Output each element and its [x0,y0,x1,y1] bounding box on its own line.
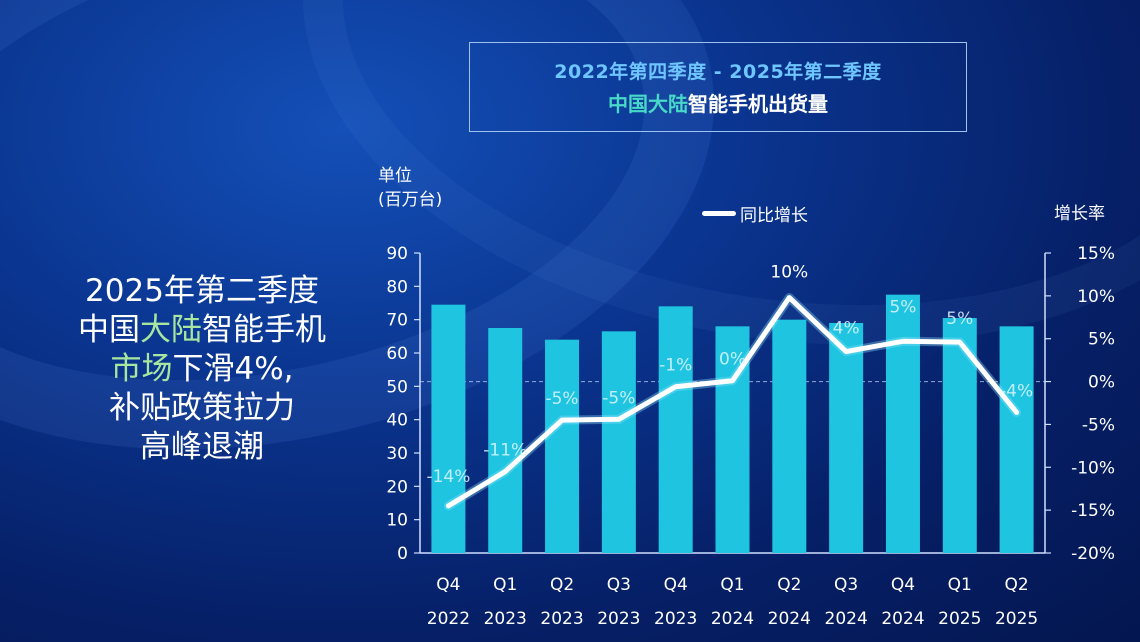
shipment-bar [431,304,466,553]
x-tick-quarter: Q3 [607,575,631,595]
shipment-bar [772,319,807,553]
shipment-bar [999,326,1034,553]
shipment-bar [885,294,920,553]
y-tick-label: 80 [386,277,408,297]
chart-title-period: 2022年第四季度 - 2025年第二季度 [554,61,882,83]
y-tick-label: 60 [386,344,408,364]
x-tick-year: 2022 [427,609,470,629]
x-tick-year: 2023 [597,609,640,629]
headline-line-1: 2025年第二季度 [85,273,319,309]
x-tick-year: 2024 [711,609,754,629]
y-tick-label: 70 [386,311,408,331]
growth-data-label: 4% [833,319,860,339]
y-tick-label: 0 [397,544,408,564]
x-tick-year: 2023 [540,609,583,629]
x-tick-quarter: Q1 [720,575,744,595]
y-axis-unit-label: 单位 (百万台) [378,166,443,210]
x-tick-quarter: Q1 [948,575,972,595]
growth-line [445,295,1020,509]
shipment-bar [829,323,864,553]
legend-label: 同比增长 [740,206,808,226]
chart-title-highlight: 中国大陆 [608,92,688,116]
shipment-bar [658,306,693,553]
y2-tick-label: -20% [1071,544,1115,564]
growth-data-label: -11% [483,441,527,461]
chart-title-box: 2022年第四季度 - 2025年第二季度 中国大陆智能手机出货量 [469,42,967,132]
y2-tick-label: -10% [1071,458,1115,478]
x-tick-year: 2023 [484,609,527,629]
growth-data-label: 5% [889,298,916,318]
growth-data-label: 5% [946,309,973,329]
x-tick-year: 2024 [825,609,868,629]
x-tick-year: 2024 [881,609,924,629]
growth-data-label: -5% [602,388,635,408]
y2-tick-label: 0% [1088,373,1115,393]
x-tick-quarter: Q2 [550,575,574,595]
shipment-bar [488,328,523,553]
growth-data-label: -4% [1000,381,1033,401]
y2-axis-label: 增长率 [1054,204,1105,224]
y-tick-label: 50 [386,377,408,397]
growth-data-label: -14% [426,467,470,487]
growth-data-label: -1% [659,356,692,376]
x-tick-quarter: Q3 [834,575,858,595]
headline-line-3: 市场下滑4%, [110,351,294,387]
headline-line-5: 高峰退潮 [140,429,264,465]
chart-title-subject: 中国大陆智能手机出货量 [608,88,828,117]
shipment-bar [545,339,580,553]
y-tick-label: 30 [386,444,408,464]
growth-data-label: 0% [719,350,746,370]
x-tick-year: 2025 [938,609,981,629]
x-tick-quarter: Q1 [493,575,517,595]
y2-tick-label: 5% [1088,330,1115,350]
x-tick-year: 2023 [654,609,697,629]
legend-line-swatch [702,211,736,216]
y-tick-label: 10 [386,511,408,531]
x-tick-quarter: Q2 [1004,575,1028,595]
chart-title-rest: 智能手机出货量 [688,92,828,116]
legend: 同比增长 [702,201,808,226]
growth-data-label: 10% [770,263,808,283]
x-tick-quarter: Q4 [436,575,460,595]
shipment-bar [601,331,636,553]
y-tick-label: 90 [386,244,408,264]
headline-line-4: 补贴政策拉力 [109,390,295,426]
x-tick-quarter: Q4 [891,575,915,595]
x-tick-year: 2024 [768,609,811,629]
y2-tick-label: 10% [1077,287,1115,307]
growth-data-label: -5% [545,389,578,409]
headline-line-2: 中国大陆智能手机 [78,312,326,348]
headline: 2025年第二季度 中国大陆智能手机 市场下滑4%, 补贴政策拉力 高峰退潮 [52,272,352,467]
y2-tick-label: -15% [1071,501,1115,521]
y-tick-label: 40 [386,411,408,431]
x-tick-quarter: Q4 [664,575,688,595]
y2-tick-label: 15% [1077,244,1115,264]
x-tick-quarter: Q2 [777,575,801,595]
y2-tick-label: -5% [1082,415,1115,435]
y-tick-label: 20 [386,477,408,497]
x-tick-year: 2025 [995,609,1038,629]
